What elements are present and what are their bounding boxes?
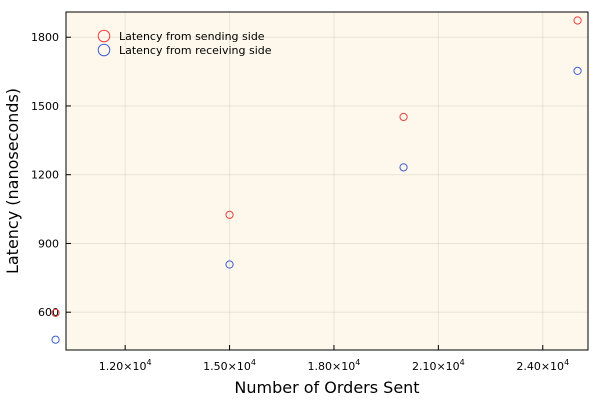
legend-label: Latency from receiving side xyxy=(119,44,272,57)
x-tick-label: 1.20×104 xyxy=(99,358,152,373)
legend-marker xyxy=(97,43,111,57)
data-point xyxy=(225,260,234,269)
legend-marker xyxy=(97,29,111,43)
data-points xyxy=(51,16,582,344)
y-tick-label: 1500 xyxy=(31,100,59,113)
data-point xyxy=(225,210,234,219)
grid-lines xyxy=(66,12,588,350)
y-axis-title: Latency (nanoseconds) xyxy=(3,88,22,274)
data-point xyxy=(51,335,60,344)
x-tick-label: 2.10×104 xyxy=(412,358,465,373)
y-tick-label: 1800 xyxy=(31,31,59,44)
data-point xyxy=(51,308,60,317)
legend-label: Latency from sending side xyxy=(119,30,265,43)
x-tick-label: 2.40×104 xyxy=(516,358,569,373)
data-point xyxy=(399,163,408,172)
plot-frame xyxy=(65,11,589,351)
plot-area xyxy=(66,12,588,350)
x-tick-label: 1.50×104 xyxy=(203,358,256,373)
data-point xyxy=(399,112,408,122)
x-axis-title: Number of Orders Sent xyxy=(234,378,419,397)
data-point xyxy=(573,16,582,25)
y-tick-label: 900 xyxy=(38,237,59,250)
y-tick-label: 600 xyxy=(38,306,59,319)
y-tick-label: 1200 xyxy=(31,169,59,182)
x-tick-label: 1.80×104 xyxy=(308,358,361,373)
data-point xyxy=(573,66,582,75)
